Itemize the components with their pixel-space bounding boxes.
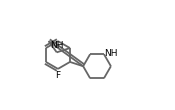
Text: F: F bbox=[55, 71, 60, 80]
Text: NH: NH bbox=[51, 41, 64, 50]
Text: NH: NH bbox=[104, 49, 117, 58]
